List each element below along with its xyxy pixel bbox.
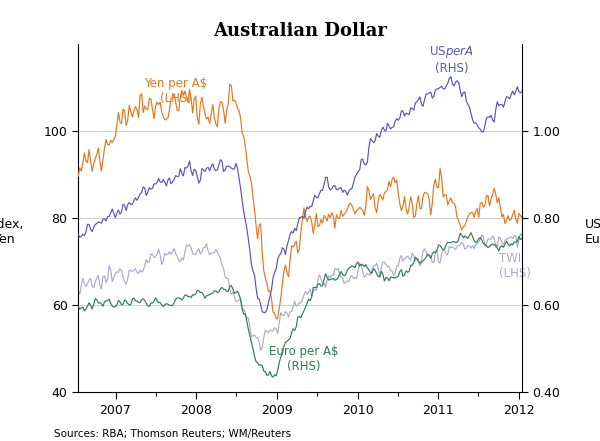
Y-axis label: Index,
Yen: Index, Yen [0,218,24,246]
Y-axis label: US$,
Euro: US$, Euro [585,218,600,246]
Text: TWI
(LHS): TWI (LHS) [499,252,530,280]
Text: Sources: RBA; Thomson Reuters; WM/Reuters: Sources: RBA; Thomson Reuters; WM/Reuter… [54,429,291,439]
Text: Yen per A$
(LHS): Yen per A$ (LHS) [144,77,208,105]
Title: Australian Dollar: Australian Dollar [213,22,387,40]
Text: US$ per A$
(RHS): US$ per A$ (RHS) [429,44,474,75]
Text: Euro per A$
(RHS): Euro per A$ (RHS) [269,344,338,373]
